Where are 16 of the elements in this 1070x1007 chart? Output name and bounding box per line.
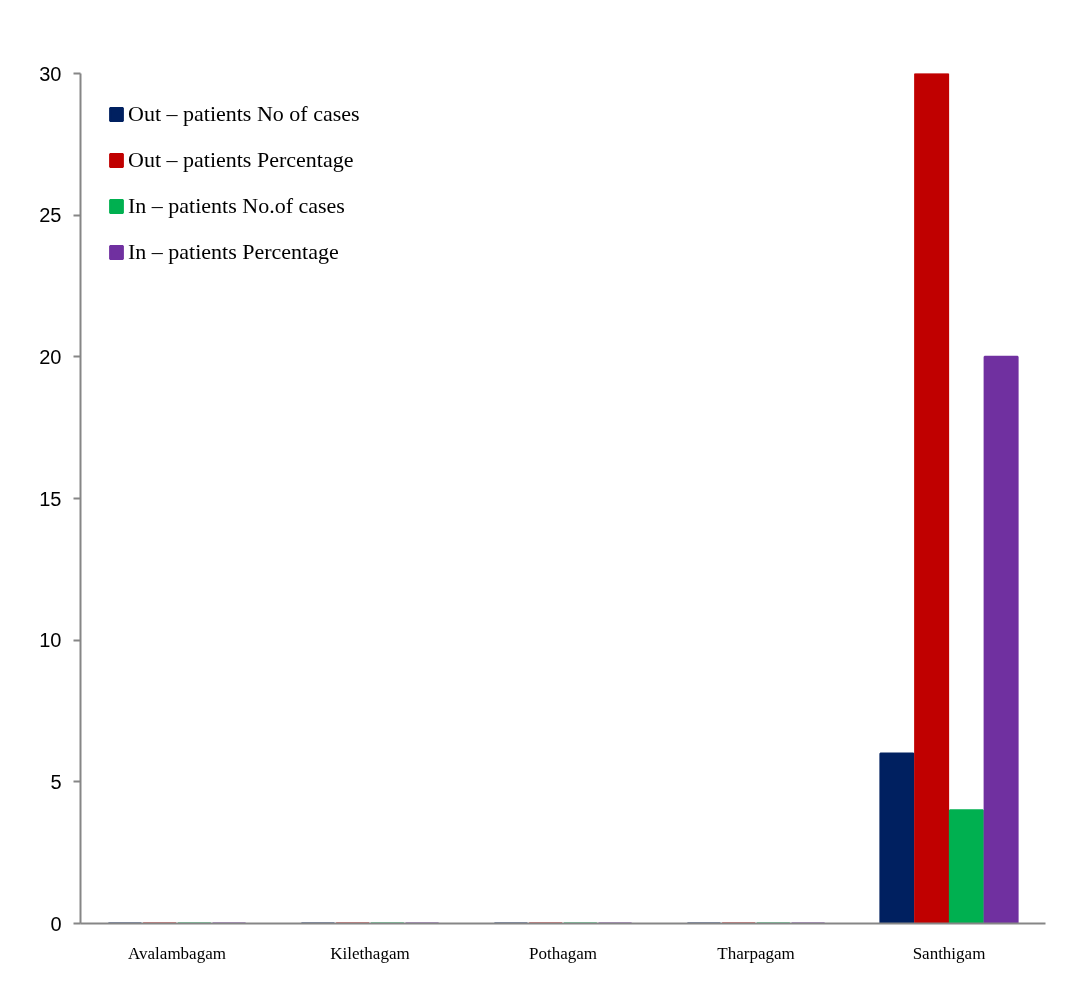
x-tick-label: Pothagam xyxy=(529,943,597,963)
x-tick-label: Tharpagam xyxy=(717,943,795,963)
legend-label: In – patients No.of cases xyxy=(128,193,345,219)
y-tick-label: 5 xyxy=(50,770,62,793)
y-tick-label: 20 xyxy=(39,345,62,368)
y-tick-label: 30 xyxy=(39,62,62,85)
y-tick-label: 15 xyxy=(39,487,62,510)
legend-label: Out – patients No of cases xyxy=(128,101,360,127)
legend-label: In – patients Percentage xyxy=(128,239,339,265)
y-tick-label: 0 xyxy=(50,912,62,935)
legend-label: Out – patients Percentage xyxy=(128,147,354,173)
x-tick-label: Santhigam xyxy=(912,943,986,963)
y-tick-label: 10 xyxy=(39,629,62,652)
x-tick-label: Kilethagam xyxy=(330,943,410,963)
y-tick-label: 25 xyxy=(39,204,62,227)
x-tick-label: Avalambagam xyxy=(128,943,226,963)
